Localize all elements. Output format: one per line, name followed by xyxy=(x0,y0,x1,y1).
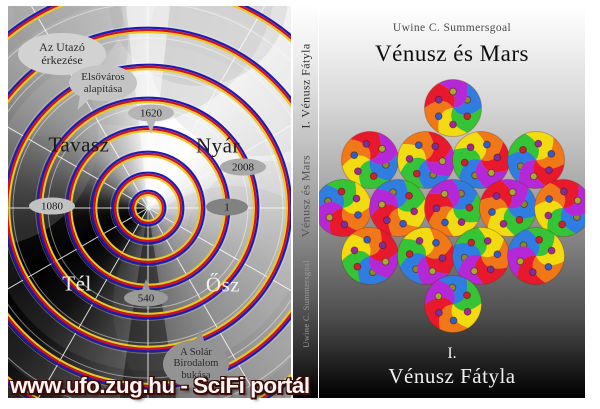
event-callout-line: Birodalom xyxy=(173,358,219,370)
year-marker: 2008 xyxy=(220,158,266,176)
pinwheel xyxy=(369,179,427,237)
year-marker: 1080 xyxy=(29,197,75,215)
pinwheel xyxy=(397,131,455,189)
series-title: Vénusz Fátyla xyxy=(388,364,516,388)
front-cover-panel: Uwine C. Summersgoal Vénusz és Mars I. V… xyxy=(319,6,585,398)
event-callout: A Solár Birodalom bukása xyxy=(163,340,229,388)
watermark-text: www.ufo.zug.hu - SciFi portál xyxy=(10,373,310,398)
pinwheel xyxy=(507,227,565,285)
pinwheel xyxy=(479,179,537,237)
pinwheel xyxy=(319,179,372,237)
back-cover-labels: Tavasz Nyár Tél Ősz 1620 2008 1080 1 540 Az Utazó… xyxy=(8,6,291,398)
pinwheel xyxy=(424,79,482,137)
event-callout: Az Utazó érkezése xyxy=(18,33,106,75)
series-number: I. xyxy=(447,345,457,362)
spine-panel: I. Vénusz Fátyla Vénusz és Mars Uwine C.… xyxy=(293,6,318,398)
spine-author: Uwine C. Summersgoal xyxy=(300,260,311,348)
spine-series-title: I. Vénusz Fátyla xyxy=(298,43,312,129)
year-marker: 540 xyxy=(124,289,168,307)
event-callout-line: alapítása xyxy=(83,83,123,95)
back-cover-panel: Tavasz Nyár Tél Ősz 1620 2008 1080 1 540 Az Utazó… xyxy=(8,6,291,398)
pinwheel xyxy=(397,227,455,285)
front-title: Vénusz és Mars xyxy=(375,41,529,66)
callout-tail xyxy=(141,278,151,293)
pinwheel xyxy=(507,131,565,189)
front-author: Uwine C. Summersgoal xyxy=(392,22,512,34)
season-label: Nyár xyxy=(196,133,240,158)
event-callout-line: A Solár xyxy=(180,346,212,358)
callout-tail xyxy=(195,329,205,343)
event-callout-line: Elsőváros xyxy=(81,70,125,83)
event-callout-line: Az Utazó xyxy=(39,39,85,54)
pinwheel xyxy=(424,275,482,333)
pinwheel xyxy=(341,227,399,285)
season-label: Ősz xyxy=(205,272,241,297)
season-label: Tavasz xyxy=(48,132,110,157)
pinwheel xyxy=(534,179,585,237)
year-marker: 1620 xyxy=(128,104,174,122)
season-label: Tél xyxy=(62,271,92,296)
pinwheel xyxy=(452,227,510,285)
event-callout-line: érkezése xyxy=(41,53,83,67)
callout-tail xyxy=(146,118,156,134)
pinwheel-fractal-pattern xyxy=(319,79,585,333)
event-callout-line: bukása xyxy=(181,369,211,381)
event-callout: Elsőváros alapítása xyxy=(69,65,137,101)
spine-book-title: Vénusz és Mars xyxy=(298,154,312,238)
year-marker: 1 xyxy=(206,198,248,216)
